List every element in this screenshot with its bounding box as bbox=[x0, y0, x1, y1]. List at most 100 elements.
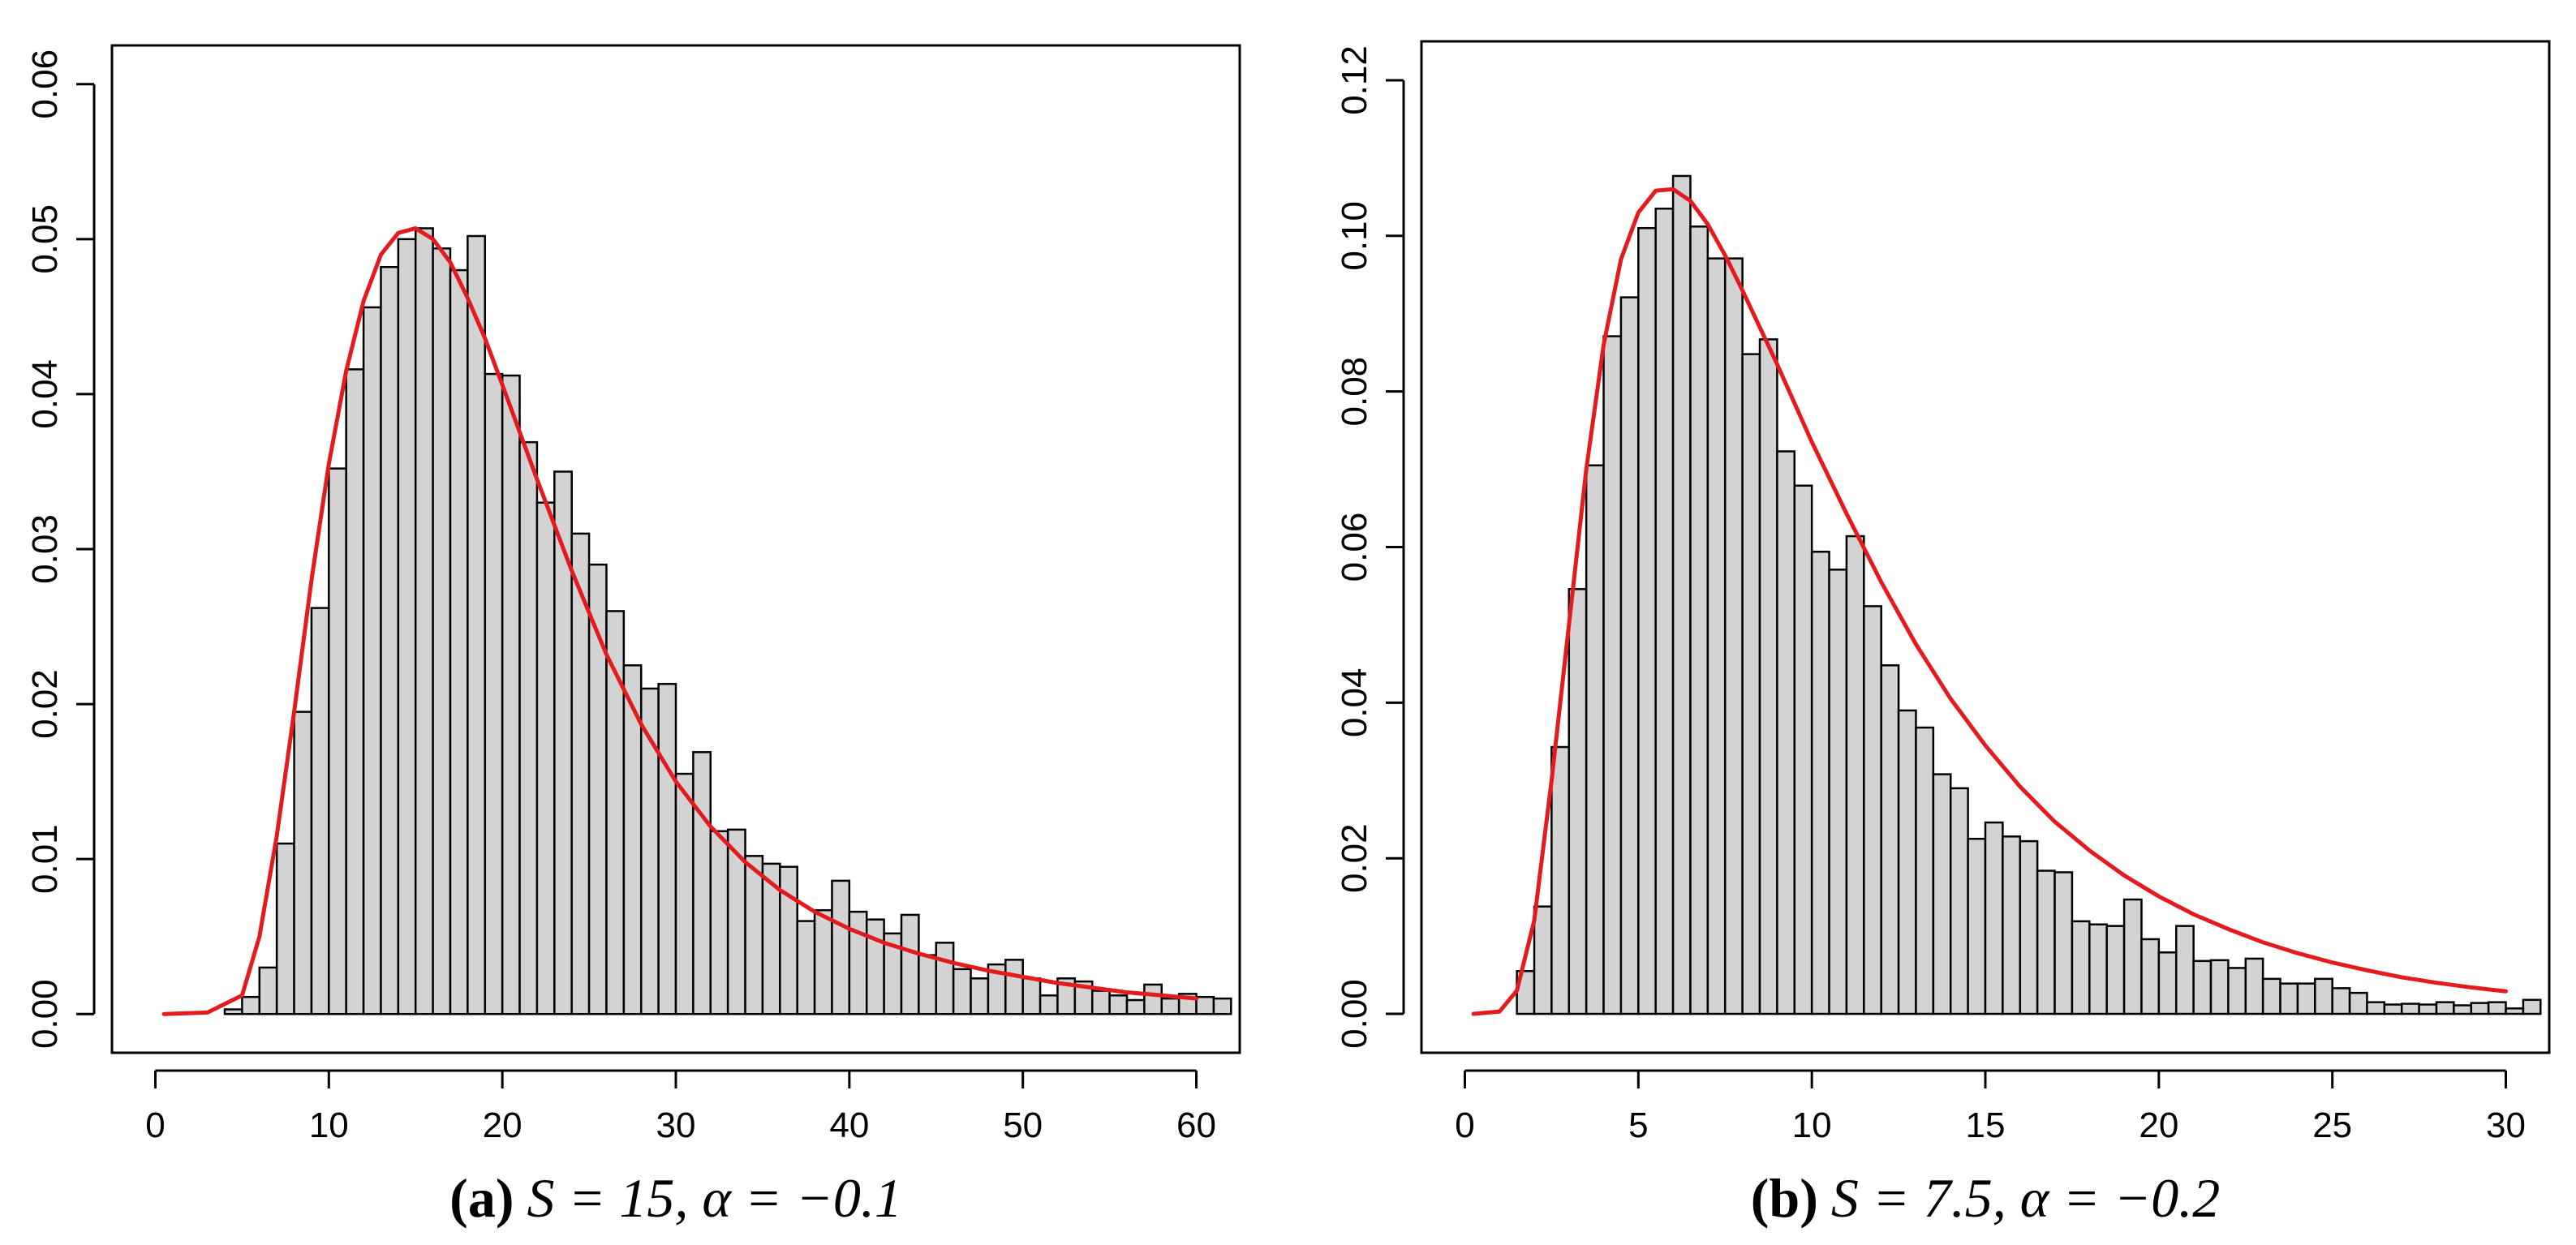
panel-a-bar bbox=[1090, 990, 1111, 1015]
panel-a-y-tick-label: 0.03 bbox=[25, 514, 65, 584]
panel-b-bar bbox=[2227, 967, 2247, 1015]
panel-b-bar bbox=[2505, 1007, 2525, 1015]
panel-a-bar bbox=[1108, 994, 1129, 1015]
panel-a-density-curve bbox=[161, 225, 1199, 1016]
panel-b-bar bbox=[1602, 335, 1623, 1015]
panel-b-bar bbox=[1758, 338, 1778, 1015]
panel-a-bar bbox=[535, 501, 556, 1015]
panel-b-bar bbox=[2036, 869, 2056, 1015]
panel-a-bar bbox=[1125, 998, 1146, 1015]
panel-a-bar bbox=[345, 368, 365, 1015]
panel-b-x-axis: 0 5 10 15 20 25 30 bbox=[1455, 1069, 2526, 1145]
panel-b-bar bbox=[2383, 1003, 2403, 1015]
panel-b-bar bbox=[1915, 726, 1935, 1015]
panel-b-bar bbox=[1723, 257, 1744, 1015]
panel-a-bar bbox=[258, 966, 278, 1015]
panel-b-bar bbox=[2470, 1002, 2490, 1015]
panel-a-x-axis: 0 10 20 30 40 50 60 bbox=[145, 1069, 1216, 1145]
panel-a-bar bbox=[935, 942, 955, 1015]
panel-a-bar bbox=[796, 920, 816, 1015]
panel-a-x-tick-label: 20 bbox=[483, 1105, 523, 1145]
panel-a-bar bbox=[328, 467, 347, 1015]
panel-b-bar bbox=[1984, 821, 2004, 1015]
panel-a-bar bbox=[918, 954, 938, 1015]
panel-a-x-tick-label: 60 bbox=[1176, 1105, 1216, 1145]
panel-b-bar bbox=[2400, 1002, 2420, 1015]
panel-b-x-tick-label: 20 bbox=[2139, 1105, 2178, 1145]
panel-b-y-tick-label: 0.00 bbox=[1335, 979, 1374, 1049]
panel-b-bar bbox=[2122, 898, 2143, 1015]
panel-b-bar bbox=[1550, 745, 1571, 1015]
panel-b-bar bbox=[1845, 534, 1865, 1015]
panel-a-bar bbox=[1004, 959, 1024, 1015]
panel-b-bar bbox=[1637, 226, 1657, 1015]
panel-a-bar bbox=[397, 238, 417, 1015]
panel-b-bar bbox=[1793, 484, 1813, 1015]
panel-a-bar bbox=[900, 913, 920, 1015]
panel-b-bar bbox=[2244, 957, 2264, 1015]
panel-b-bar bbox=[2314, 977, 2333, 1015]
panel-b-x-tick-label: 0 bbox=[1455, 1105, 1474, 1145]
panel-a-bar bbox=[692, 751, 712, 1015]
panel-a-x-tick-label: 50 bbox=[1003, 1105, 1043, 1145]
panel-b-bar bbox=[1897, 709, 1917, 1015]
panel-b-y-tick-label: 0.04 bbox=[1335, 668, 1374, 738]
panel-b-bar bbox=[1741, 353, 1761, 1015]
panel-a-x-tick-label: 0 bbox=[145, 1105, 165, 1145]
panel-a-bar bbox=[952, 968, 972, 1015]
panel-a-bar bbox=[310, 607, 330, 1015]
panel-b-bar bbox=[2071, 920, 2091, 1015]
panel-a-bar bbox=[744, 855, 764, 1015]
panel-a-y-tick-label: 0.04 bbox=[25, 359, 65, 429]
panel-b-bar bbox=[2140, 938, 2161, 1015]
panel-a-bar bbox=[467, 234, 487, 1015]
panel-a-bar bbox=[484, 372, 504, 1015]
panel-a-bar bbox=[831, 879, 851, 1015]
panel-b-caption-letter: (b) bbox=[1751, 1167, 1818, 1229]
panel-a-bar bbox=[1212, 997, 1232, 1015]
panel-b-x-tick-label: 10 bbox=[1792, 1105, 1832, 1145]
panel-b-y-tick-label: 0.02 bbox=[1335, 823, 1374, 893]
panel-a-bar bbox=[1143, 983, 1163, 1015]
panel-b-bar bbox=[2435, 1001, 2455, 1015]
panel-b-bar bbox=[2279, 982, 2299, 1015]
panel-a-bar bbox=[362, 306, 382, 1015]
panel-a-y-tick-label: 0.00 bbox=[25, 979, 65, 1049]
panel-a-y-tick-label: 0.06 bbox=[25, 49, 65, 119]
panel-a-bar bbox=[779, 865, 798, 1015]
panel-b-bar bbox=[2174, 925, 2195, 1015]
panel-b-bar bbox=[1619, 296, 1640, 1015]
panel-b-density-curve bbox=[1471, 187, 2509, 1016]
panel-b-y-tick-label: 0.06 bbox=[1335, 513, 1374, 582]
panel-b-y-tick-label: 0.10 bbox=[1335, 201, 1374, 271]
panel-a-bar bbox=[709, 830, 729, 1015]
panel-a-bar bbox=[449, 268, 469, 1015]
panel-a: 0 10 20 30 40 50 60 0.000.010.020.030.040.050.… bbox=[25, 44, 1241, 1229]
panel-b-bar bbox=[2053, 871, 2074, 1015]
panel-a-bar bbox=[223, 1008, 243, 1015]
panel-b-bar bbox=[1671, 174, 1692, 1015]
panel-b-bar bbox=[2331, 987, 2351, 1015]
panel-b-y-tick-label: 0.08 bbox=[1335, 357, 1374, 427]
panel-b-bar bbox=[2348, 991, 2368, 1015]
panel-a-bar bbox=[657, 682, 677, 1015]
panel-b-bar bbox=[1932, 773, 1952, 1015]
panel-a-bar bbox=[813, 908, 833, 1015]
panel-b-y-tick-label: 0.12 bbox=[1335, 45, 1374, 115]
panel-b-bar bbox=[2209, 959, 2230, 1015]
panel-b-bar bbox=[1585, 464, 1605, 1015]
panel-a-bar bbox=[432, 247, 452, 1015]
panel-a-bar bbox=[380, 265, 400, 1015]
panel-a-plot-frame bbox=[110, 44, 1241, 1054]
panel-a-bar bbox=[1160, 997, 1180, 1015]
panel-b-bar bbox=[2105, 925, 2126, 1015]
panel-a-bar bbox=[501, 374, 521, 1015]
panel-a-caption-text: S = 15, α = −0.1 bbox=[527, 1167, 901, 1229]
panel-b-bar bbox=[2019, 839, 2039, 1015]
panel-b-bar bbox=[2261, 977, 2281, 1015]
panel-b-bar bbox=[2088, 923, 2108, 1015]
panel-a-bar bbox=[674, 772, 695, 1015]
panel-a-bar bbox=[275, 842, 295, 1015]
panel-b-caption: (b) S = 7.5, α = −0.2 bbox=[1751, 1167, 2220, 1229]
panel-b-bar bbox=[2522, 998, 2542, 1015]
